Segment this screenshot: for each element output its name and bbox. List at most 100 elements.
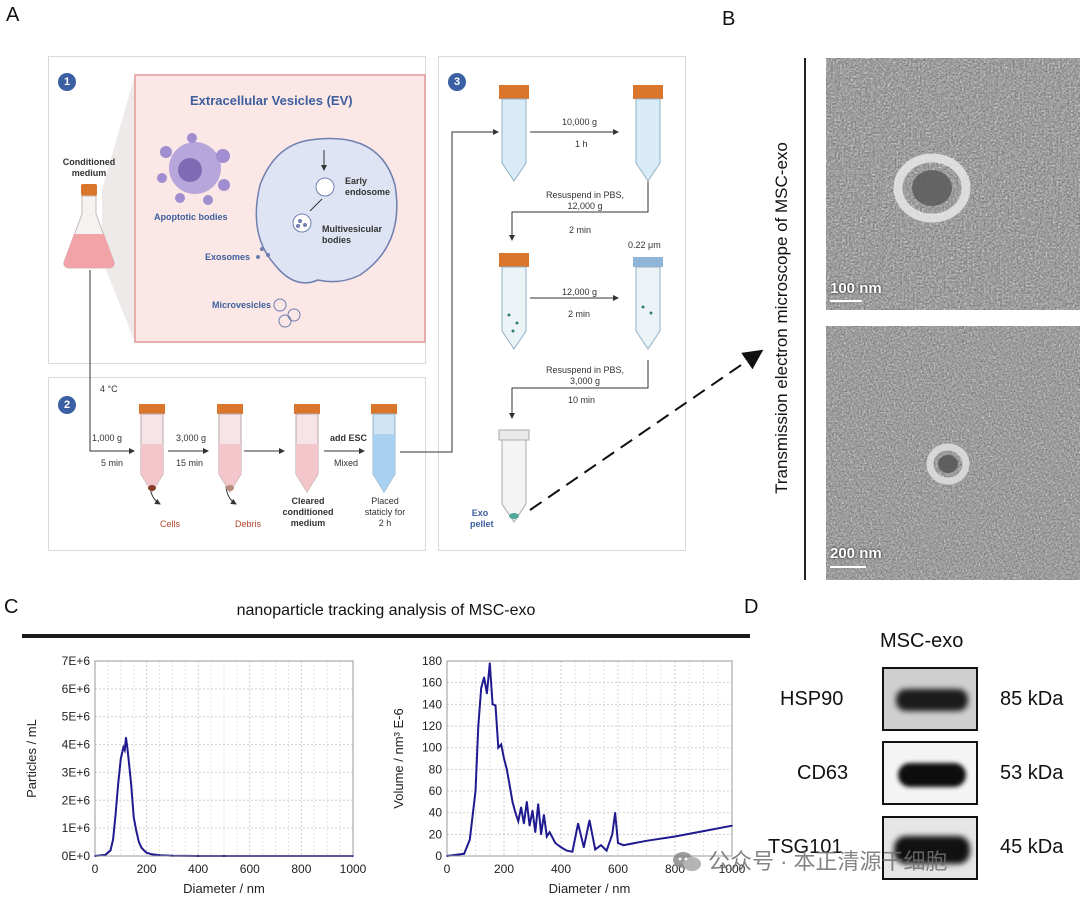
nta-volume-data-point: [594, 848, 596, 851]
nta-volume-data-point: [494, 704, 497, 707]
nta-particles-xtick-label: 400: [188, 862, 208, 876]
nta-particles-data-point: [126, 746, 129, 749]
nta-chart-particles: 0E+0 1E+6 2E+6 3E+6 4E+6 5E+6 6E+6 7E+6 0 200 400…: [24, 654, 367, 896]
nta-particles-ytick-label: 2E+6: [62, 793, 91, 807]
nta-volume-data-point: [531, 809, 534, 812]
nta-particles-data-point: [123, 749, 126, 751]
nta-volume-ytick-label: 80: [429, 762, 443, 776]
nta-chart-volume-series: [446, 663, 733, 857]
nta-particles-ytick-label: 0E+0: [62, 849, 91, 863]
nta-volume-xtick-label: 1000: [719, 862, 746, 876]
step-3-flow-lines: [400, 129, 649, 453]
nta-particles-ytick-label: 5E+6: [62, 710, 91, 724]
nta-particles-xtick-label: 600: [240, 862, 260, 876]
spin2-g: 3,000 g: [176, 433, 207, 443]
nta-volume-data-point: [614, 811, 616, 814]
nta-volume-data-point: [474, 790, 477, 792]
step-3-badge: 3: [448, 73, 466, 91]
nta-particles-data-point: [171, 854, 174, 857]
nta-chart-volume-xlabel: Diameter / nm: [549, 881, 631, 896]
nta-volume-data-point: [500, 743, 502, 746]
nta-particles-data-point: [109, 849, 112, 852]
nta-particles-data-point: [197, 855, 199, 857]
nta-volume-data-point: [514, 811, 517, 814]
flask-icon: [63, 184, 115, 269]
nta-volume-ytick-label: 100: [422, 741, 442, 755]
tem-scale-2: 200 nm: [830, 545, 882, 562]
ev-title: Extracellular Vesicles (EV): [190, 93, 353, 108]
nta-particles-data-point: [127, 757, 130, 760]
nta-volume-data-point: [477, 725, 480, 727]
nta-particles-data-point: [94, 855, 96, 857]
nta-volume-data-point: [526, 801, 528, 803]
nta-volume-data-point: [605, 849, 608, 852]
temperature-label: 4 °C: [100, 384, 118, 394]
resuspend1-time: 2 min: [569, 225, 592, 235]
step-2-tubes: [139, 404, 397, 493]
nta-particles-ytick-label: 4E+6: [62, 738, 91, 752]
nta-volume-data-point: [540, 833, 542, 836]
tem-side-title: Transmission electron microscope of MSC-…: [772, 142, 791, 494]
nta-volume-ytick-label: 120: [422, 719, 442, 733]
nta-particles-xtick-label: 200: [137, 862, 157, 876]
panel-label-a: A: [6, 4, 20, 26]
step-3-tubes: [498, 85, 663, 523]
nta-particles-data-point: [132, 816, 135, 818]
nta-volume-data-point: [565, 849, 568, 852]
tem-scale-bar-2: [830, 566, 866, 568]
wb-band-hsp90: [882, 667, 978, 731]
nta-particles-xtick-label: 1000: [340, 862, 367, 876]
nta-volume-xtick-label: 400: [551, 862, 571, 876]
resuspend2-label: Resuspend in PBS, 3,000 g: [545, 365, 625, 386]
nta-particles-data-point: [140, 846, 143, 849]
nta-particles-data-point: [122, 746, 125, 749]
tem-divider: [804, 58, 806, 580]
nta-volume-data-point: [571, 850, 574, 853]
nta-chart-particles-grid: [94, 660, 354, 857]
nta-volume-data-point: [588, 819, 591, 822]
nta-volume-data-point: [543, 814, 545, 816]
nta-particles-data-point: [112, 838, 114, 841]
nta-volume-data-point: [508, 784, 511, 787]
nta-volume-data-point: [560, 846, 562, 849]
tem-scale-1: 100 nm: [830, 280, 882, 297]
nta-volume-data-point: [554, 842, 557, 844]
nta-particles-ytick-label: 3E+6: [62, 765, 91, 779]
nta-chart-particles-ylabel: Particles / mL: [24, 719, 39, 798]
nta-volume-data-point: [503, 757, 505, 760]
multivesicular-bodies-label: Multivesicular bodies: [322, 224, 383, 245]
wb-protein-cd63: CD63: [797, 762, 849, 784]
wb-band-cd63: [882, 741, 978, 805]
nta-volume-data-point: [577, 822, 579, 825]
nta-volume-data-point: [469, 838, 471, 841]
nta-particles-ytick-label: 6E+6: [62, 682, 91, 696]
nta-volume-data-point: [537, 803, 539, 805]
nta-volume-data-point: [491, 703, 494, 706]
nta-volume-data-point: [534, 831, 537, 833]
resuspend2-time: 10 min: [568, 395, 596, 405]
spin1-g: 1,000 g: [92, 433, 123, 443]
nta-particles-data-point: [143, 849, 145, 852]
wb-size-hsp90: 85 kDa: [1000, 688, 1064, 710]
nta-volume-ytick-label: 40: [429, 806, 443, 820]
nta-chart-volume-grid: [446, 660, 733, 857]
nta-volume-ytick-label: 180: [422, 654, 442, 668]
nta-volume-data-point: [611, 833, 614, 836]
microvesicles-label: Microvesicles: [212, 300, 272, 310]
nta-volume-xtick-label: 200: [494, 862, 514, 876]
nta-volume-data-point: [483, 676, 485, 679]
nta-volume-data-point: [731, 824, 733, 827]
nta-particles-data-point: [104, 854, 107, 856]
nta-particles-data-point: [138, 841, 140, 843]
exosomes-label: Exosomes: [205, 252, 251, 262]
nta-volume-ytick-label: 60: [429, 784, 443, 798]
panel-label-d: D: [744, 596, 759, 618]
panel-label-b: B: [722, 8, 736, 30]
nta-volume-data-point: [488, 662, 491, 664]
nta-particles-data-point: [158, 854, 161, 856]
panel-label-c: C: [4, 596, 19, 618]
nta-volume-data-point: [523, 822, 525, 825]
wb-protein-tsg101: TSG101: [768, 836, 843, 858]
spin4-g: 12,000 g: [562, 287, 598, 297]
tem-dashed-arrow: [529, 349, 764, 511]
